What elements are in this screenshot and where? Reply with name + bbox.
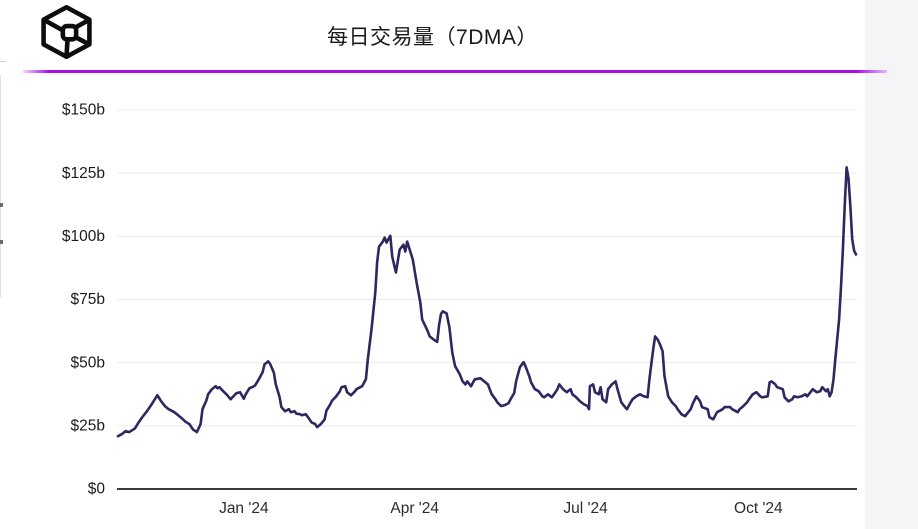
y-axis-tick-label: $75b [71, 291, 105, 308]
x-axis-tick-label: Apr '24 [390, 500, 439, 517]
chart-header: 每日交易量（7DMA） [0, 0, 865, 70]
screen-edge-artifact [0, 75, 1, 298]
the-block-cube-logo-icon [41, 4, 92, 60]
x-axis-tick-label: Jan '24 [219, 500, 269, 517]
y-axis-labels: $150b $125b $100b $75b $50b $25b $0 [62, 102, 105, 498]
x-axis-labels: Jan '24 Apr '24 Jul '24 Oct '24 [219, 500, 783, 517]
screen-edge-artifact [0, 203, 3, 207]
chart-card: 每日交易量（7DMA） [0, 0, 887, 73]
screen-edge-artifact [0, 61, 6, 62]
y-axis-tick-label: $100b [62, 228, 105, 245]
accent-rule [23, 70, 887, 73]
y-axis-tick-label: $150b [62, 102, 105, 119]
gridlines [117, 109, 857, 427]
volume-7dma-line [116, 166, 858, 438]
y-axis-tick-label: $0 [88, 481, 106, 498]
screen-edge-artifact [0, 240, 3, 244]
x-axis-tick-label: Jul '24 [563, 500, 608, 517]
x-axis-tick-label: Oct '24 [734, 500, 783, 517]
y-axis-tick-label: $50b [71, 354, 105, 371]
y-axis-tick-label: $125b [62, 165, 105, 182]
y-axis-tick-label: $25b [71, 417, 105, 434]
page-title: 每日交易量（7DMA） [327, 26, 538, 49]
